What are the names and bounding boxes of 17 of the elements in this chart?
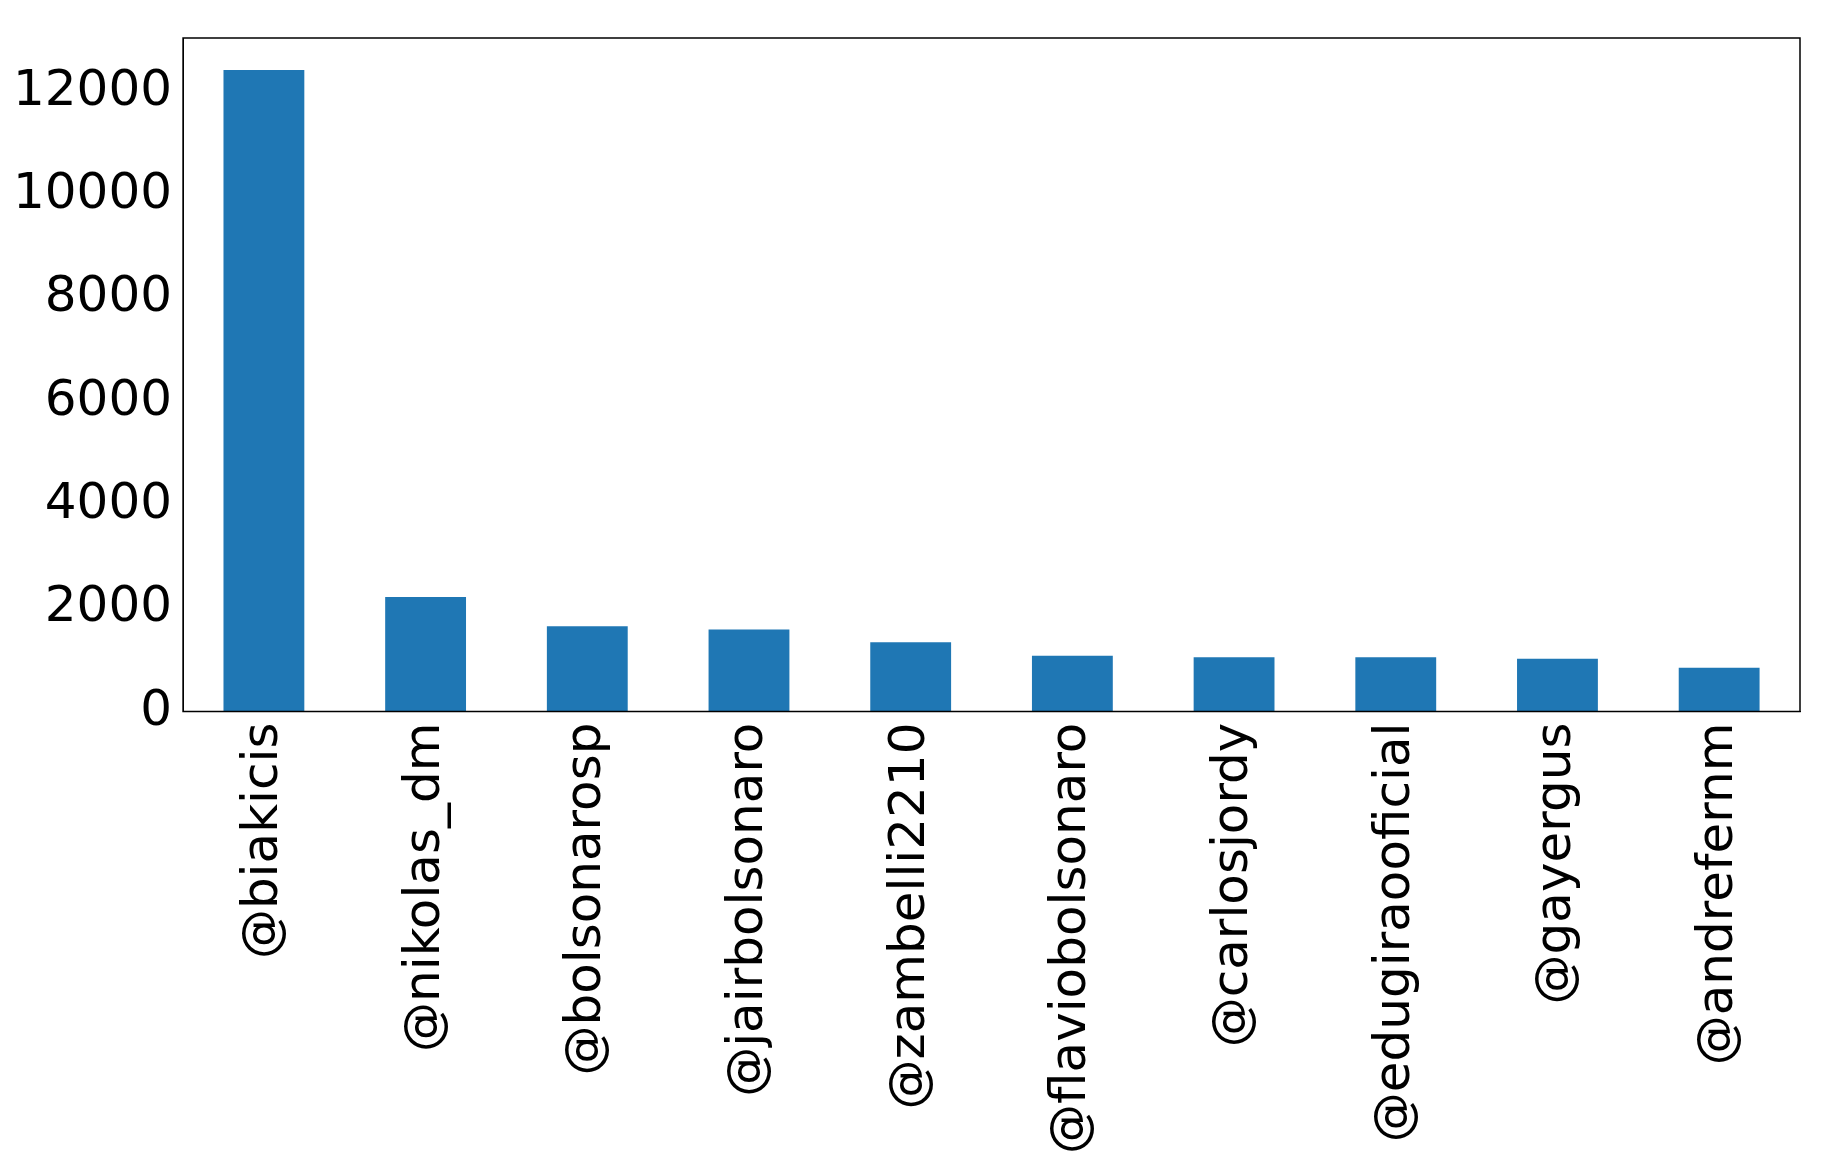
x-tick-label: @carlosjordy: [1201, 722, 1260, 1048]
y-tick-label: 4000: [44, 471, 173, 530]
y-tick-label: 6000: [44, 368, 173, 427]
x-tick-label: @biakicis: [230, 722, 289, 960]
x-tick-label: @edugiraooficial: [1362, 722, 1421, 1143]
x-tick-label: @zambelli2210: [877, 722, 936, 1110]
y-tick-label: 12000: [13, 58, 173, 117]
y-tick-label: 0: [140, 678, 173, 737]
y-tick-label: 2000: [44, 575, 173, 634]
y-tick-label: 8000: [44, 265, 173, 324]
x-tick-label: @jairbolsonaro: [715, 722, 774, 1097]
x-tick-label: @bolsonarosp: [554, 722, 613, 1076]
x-tick-label: @nikolas_dm: [392, 722, 451, 1052]
x-tick-label: @andrefernm: [1686, 722, 1745, 1066]
y-tick-label: 10000: [13, 162, 173, 221]
x-tick-label: @gayergus: [1524, 722, 1583, 1005]
x-tick-label: @flaviobolsonaro: [1039, 722, 1098, 1155]
